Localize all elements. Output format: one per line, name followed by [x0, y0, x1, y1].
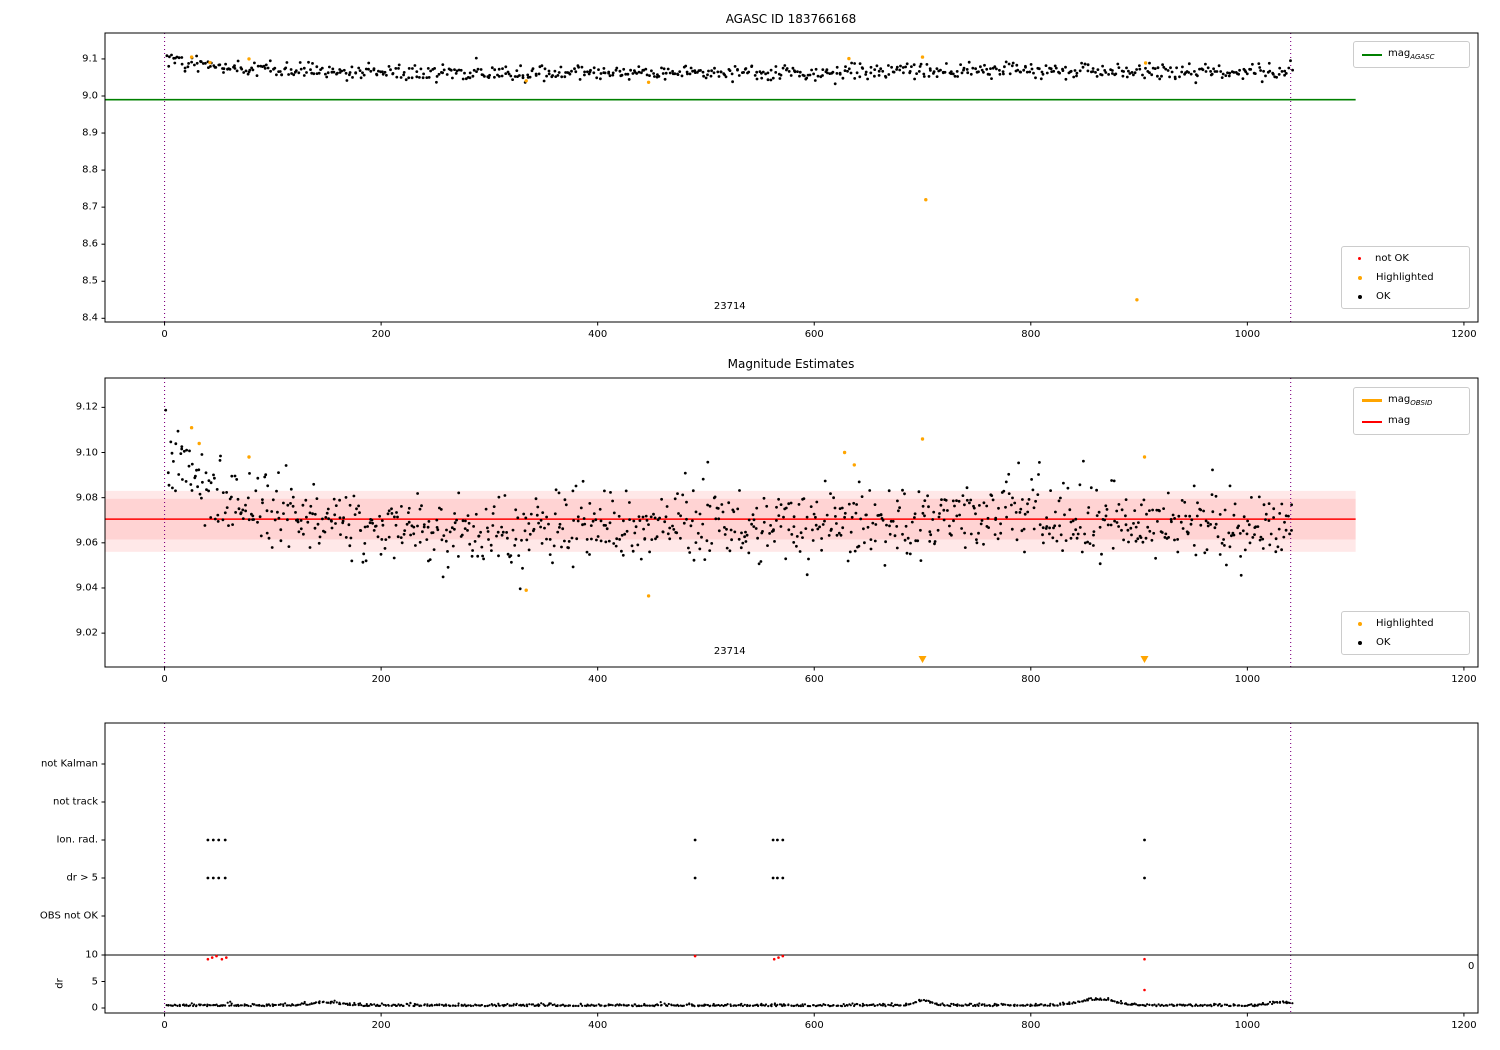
x-tick-label: 800 — [1021, 329, 1041, 340]
legend-quality-top: not OK Highlighted OK — [1341, 246, 1470, 309]
x-tick-label: 1000 — [1234, 329, 1261, 340]
x-tick-label: 400 — [588, 329, 608, 340]
mag-obsid-legend-label: magOBSID — [1388, 394, 1433, 407]
x-tick-label: 1200 — [1451, 329, 1477, 340]
highlighted-legend-label: Highlighted — [1376, 618, 1434, 629]
highlighted-marker — [1358, 275, 1362, 280]
ok-legend-label: OK — [1376, 637, 1391, 648]
legend-item-mag: mag — [1362, 415, 1461, 428]
mag-uncertainty-band — [105, 490, 1356, 552]
mag-legend-label: mag — [1388, 415, 1411, 426]
axes-spine — [104, 377, 1479, 668]
x-tick-label: 800 — [1021, 1020, 1041, 1031]
y-tick-label: 9.1 — [82, 53, 98, 65]
dr-clipped-red-dots — [206, 954, 1146, 992]
y-tick-label: 9.10 — [75, 447, 98, 458]
flag-category-label: not track — [52, 796, 98, 808]
x-tick-label: 400 — [588, 1020, 608, 1031]
y-tick-label: 9.02 — [75, 627, 98, 639]
dr-trace-scatter — [165, 997, 1294, 1008]
ok-legend-label: OK — [1376, 291, 1391, 302]
x-tick-label: 600 — [804, 1020, 824, 1031]
x-tick-label: 0 — [161, 674, 168, 685]
x-tick-label: 600 — [804, 329, 824, 340]
x-tick-label: 400 — [588, 674, 608, 685]
y-tick-label: 9.06 — [75, 537, 98, 549]
flag-category-label: Ion. rad. — [56, 834, 98, 846]
x-tick-label: 200 — [371, 329, 391, 340]
ok-scatter — [165, 53, 1294, 86]
x-tick-label: 1200 — [1451, 1020, 1477, 1031]
obsid-annotation-mid: 23714 — [713, 646, 746, 657]
clipped-low-marker — [1140, 656, 1149, 663]
dr-tick-label: 10 — [85, 949, 98, 961]
flag-category-label: not Kalman — [40, 758, 98, 770]
x-tick-label: 1000 — [1234, 1020, 1261, 1031]
y-tick-label: 8.6 — [82, 238, 98, 250]
highlighted-scatter — [189, 55, 1148, 302]
obsid-annotation-top: 23714 — [713, 301, 746, 312]
chart2-title: Magnitude Estimates — [727, 357, 855, 371]
x-tick-label: 600 — [804, 674, 824, 685]
legend-mag-obsid: magOBSID mag — [1353, 387, 1470, 435]
x-tick-label: 1200 — [1451, 674, 1477, 685]
flag-category-label: dr > 5 — [66, 872, 98, 884]
legend-item-mag-agasc: magAGASC — [1362, 48, 1461, 61]
axes-spine — [104, 722, 1479, 1014]
not-ok-marker — [1358, 257, 1361, 260]
legend-item-not-ok: not OK — [1350, 253, 1461, 264]
dr-tick-label: 5 — [91, 976, 98, 987]
mag-agasc-legend-label: magAGASC — [1388, 48, 1435, 61]
x-tick-label: 800 — [1021, 674, 1041, 685]
legend-quality-mid: Highlighted OK — [1341, 611, 1470, 655]
x-tick-label: 200 — [371, 1020, 391, 1031]
legend-item-mag-obsid: magOBSID — [1362, 394, 1461, 407]
not-ok-legend-label: not OK — [1375, 253, 1409, 264]
highlighted-scatter — [189, 426, 1147, 598]
y-tick-label: 9.12 — [75, 401, 98, 413]
y-tick-label: 8.9 — [82, 127, 98, 139]
y-tick-label: 9.04 — [75, 582, 98, 594]
x-tick-label: 0 — [161, 329, 168, 340]
x-tick-label: 1000 — [1234, 674, 1261, 685]
x-tick-label: 200 — [371, 674, 391, 685]
y-tick-label: 9.08 — [75, 492, 98, 504]
flag-hit-dots — [206, 876, 1146, 880]
ok-marker — [1358, 294, 1362, 299]
y-tick-label: 8.4 — [82, 312, 98, 324]
ok-scatter — [164, 408, 1293, 591]
legend-item-highlighted: Highlighted — [1350, 272, 1461, 283]
legend-mag-agasc: magAGASC — [1353, 41, 1470, 68]
dr-axis-label: dr — [54, 978, 66, 989]
x-tick-label: 0 — [161, 1020, 168, 1031]
mag-obsid-line-swatch — [1362, 399, 1382, 402]
highlighted-marker — [1358, 621, 1362, 626]
y-tick-label: 8.7 — [82, 201, 98, 213]
y-tick-label: 9.0 — [82, 90, 98, 102]
mag-agasc-line-swatch — [1362, 53, 1382, 56]
clipped-low-marker — [918, 656, 927, 663]
flag-category-label: OBS not OK — [39, 910, 98, 922]
right-zero-tick-label: 0 — [1468, 961, 1475, 972]
highlighted-legend-label: Highlighted — [1376, 272, 1434, 283]
legend-item-ok-mid: OK — [1350, 637, 1461, 648]
mag-line-swatch — [1362, 420, 1382, 423]
legend-item-highlighted-mid: Highlighted — [1350, 618, 1461, 629]
flag-hit-dots — [206, 838, 1146, 842]
dr-tick-label: 0 — [91, 1002, 98, 1014]
chart1-title: AGASC ID 183766168 — [725, 12, 857, 26]
y-tick-label: 8.8 — [82, 164, 98, 176]
legend-item-ok: OK — [1350, 291, 1461, 302]
axes-spine — [104, 32, 1479, 323]
y-tick-label: 8.5 — [82, 275, 98, 287]
ok-marker — [1358, 640, 1362, 645]
